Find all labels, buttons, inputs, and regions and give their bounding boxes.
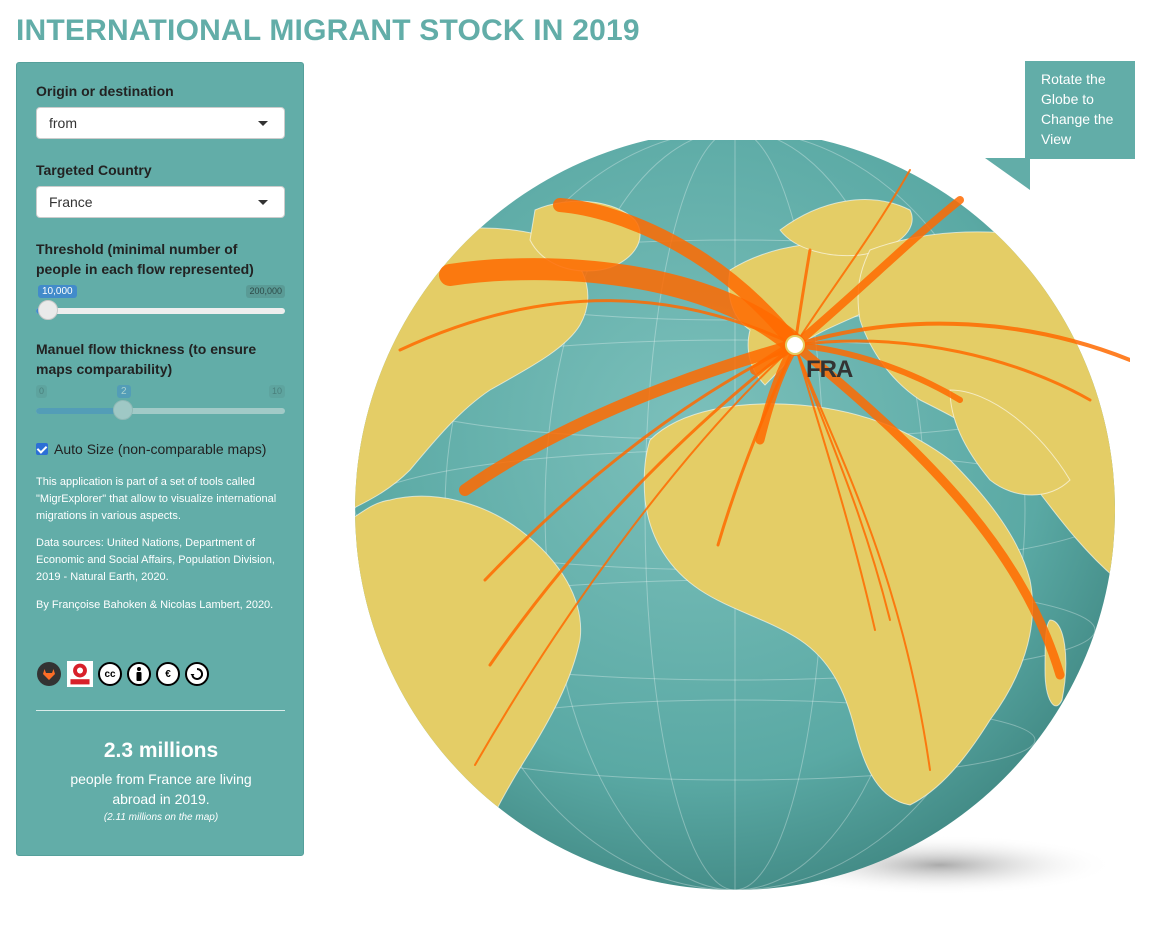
flow-to-uk <box>793 248 812 347</box>
arabia-land <box>949 389 1071 496</box>
threshold-max-label: 200,000 <box>246 285 285 298</box>
gitlab-icon[interactable] <box>36 661 62 687</box>
thickness-track[interactable] <box>36 408 285 414</box>
threshold-slider[interactable]: 10,000 200,000 <box>36 285 285 320</box>
flow-to-argentina <box>474 344 796 766</box>
threshold-value-label: 10,000 <box>38 285 77 298</box>
checkbox-checked-icon[interactable] <box>36 443 48 455</box>
flow-to-brazil <box>488 343 797 667</box>
auto-size-checkbox[interactable]: Auto Size (non-comparable maps) <box>36 441 266 457</box>
origin-label: Origin or destination <box>36 83 174 99</box>
flow-to-west-africa <box>794 344 891 621</box>
flow-to-madagascar <box>790 340 1065 680</box>
flow-to-russia <box>791 196 964 349</box>
scandinavia-land <box>779 199 913 257</box>
flow-to-north-america <box>439 258 806 356</box>
by-icon[interactable] <box>127 662 151 686</box>
thickness-min-label: 0 <box>36 385 48 398</box>
sidebar-panel: Origin or destination from Targeted Coun… <box>16 62 304 856</box>
flow-to-gabon <box>794 344 876 631</box>
sa-icon[interactable] <box>185 662 209 686</box>
threshold-track[interactable] <box>36 308 285 314</box>
flow-to-gulf <box>793 339 1092 402</box>
map-count-note: (2.11 millions on the map) <box>103 812 219 823</box>
country-code-label: FRA <box>806 356 853 383</box>
origin-select[interactable]: from <box>36 107 285 139</box>
thickness-handle[interactable] <box>113 400 133 420</box>
flow-to-israel <box>792 342 963 403</box>
migrant-description: people from France are living abroad in … <box>70 771 252 807</box>
flow-to-usa-west <box>398 299 797 352</box>
flow-to-central-africa <box>794 344 931 771</box>
thickness-max-label: 10 <box>268 385 285 398</box>
flow-to-canada <box>553 198 802 352</box>
country-select[interactable]: France <box>36 186 285 218</box>
flow-to-usa-east <box>459 339 801 496</box>
origin-select-value: from <box>49 115 77 131</box>
nc-icon[interactable]: € <box>156 662 180 686</box>
rotate-globe-tooltip: Rotate the Globe to Change the View <box>1025 61 1135 159</box>
thickness-fill <box>36 408 123 414</box>
auto-size-label: Auto Size (non-comparable maps) <box>54 441 267 457</box>
riate-logo[interactable] <box>67 661 93 687</box>
thickness-slider[interactable]: 0 2 10 <box>36 385 285 420</box>
chevron-down-icon <box>258 121 268 126</box>
country-select-value: France <box>49 194 93 210</box>
flow-to-senegal <box>716 343 797 547</box>
divider <box>36 710 285 711</box>
tooltip-pointer <box>985 158 1030 190</box>
globe-map[interactable]: FRA <box>350 140 1130 900</box>
threshold-label: Threshold (minimal number of people in e… <box>36 241 254 277</box>
migrant-count: 2.3 millions <box>103 739 219 762</box>
page-title: INTERNATIONAL MIGRANT STOCK IN 2019 <box>16 14 640 47</box>
origin-marker <box>785 335 805 355</box>
chevron-down-icon <box>258 200 268 205</box>
about-text: This application is part of a set of too… <box>36 476 277 522</box>
authors-text: By Françoise Bahoken & Nicolas Lambert, … <box>36 599 274 611</box>
country-label: Targeted Country <box>36 162 152 178</box>
threshold-handle[interactable] <box>38 300 58 320</box>
logo-row: cc € <box>36 661 209 687</box>
thickness-label: Manuel flow thickness (to ensure maps co… <box>36 341 257 377</box>
thickness-value-label: 2 <box>117 385 131 398</box>
flow-to-scandinavia <box>794 169 911 346</box>
cc-icon[interactable]: cc <box>98 662 122 686</box>
sources-text: Data sources: United Nations, Department… <box>36 537 275 583</box>
flow-to-asia <box>793 321 1130 362</box>
